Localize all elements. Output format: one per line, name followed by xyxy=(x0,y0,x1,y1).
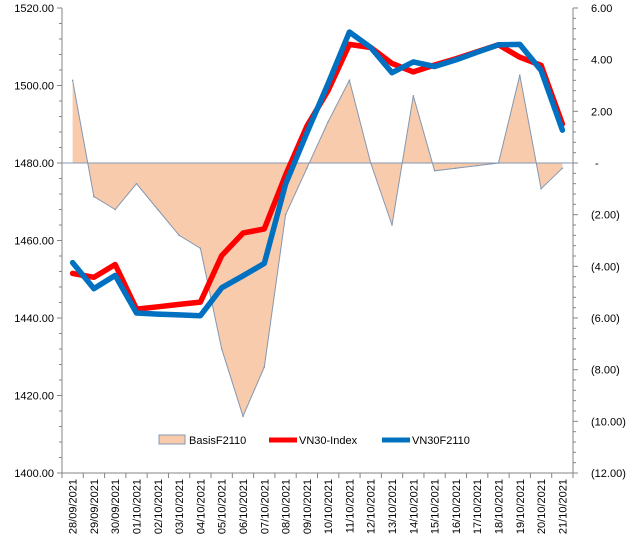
left-tick-label: 1420.00 xyxy=(14,391,54,403)
x-tick-label: 01/10/2021 xyxy=(132,479,144,534)
x-tick-label: 02/10/2021 xyxy=(153,479,165,534)
legend-label-vn30f2110: VN30F2110 xyxy=(412,435,470,447)
basis-point xyxy=(242,415,244,417)
x-tick-label: 03/10/2021 xyxy=(174,479,186,534)
right-tick-label: (2.00) xyxy=(591,210,620,222)
legend: BasisF2110 VN30-Index VN30F2110 xyxy=(158,434,470,447)
basis-point xyxy=(391,224,393,226)
right-tick-label: - xyxy=(595,158,599,170)
x-tick-label: 14/10/2021 xyxy=(408,479,420,534)
left-tick-label: 1480.00 xyxy=(14,158,54,170)
x-tick-label: 04/10/2021 xyxy=(195,479,207,534)
vn30f2110-line xyxy=(69,29,566,319)
right-tick-label: (12.00) xyxy=(591,468,626,480)
basis-point xyxy=(540,188,542,190)
basis-point xyxy=(71,79,74,82)
basis-point xyxy=(306,167,308,169)
basis-outline xyxy=(72,75,563,418)
left-tick-label: 1520.00 xyxy=(14,3,54,15)
x-tick-label: 06/10/2021 xyxy=(238,479,250,534)
basis-point xyxy=(263,366,266,368)
basis-point xyxy=(476,164,478,167)
basis-point xyxy=(135,182,138,185)
right-tick-label: 2.00 xyxy=(591,106,612,118)
right-tick-label: (10.00) xyxy=(591,416,626,428)
axes-layer xyxy=(57,7,578,478)
x-tick-label: 20/10/2021 xyxy=(536,479,548,534)
x-tick-label: 08/10/2021 xyxy=(281,479,293,534)
right-tick-label: 6.00 xyxy=(591,3,612,15)
x-tick-label: 11/10/2021 xyxy=(344,479,356,533)
left-tick-label: 1500.00 xyxy=(14,81,54,93)
x-tick-label: 21/10/2021 xyxy=(557,479,569,534)
right-tick-label: (8.00) xyxy=(591,365,620,377)
basis-point xyxy=(178,234,180,237)
right-tick-label: 4.00 xyxy=(591,55,612,67)
series-lines-layer xyxy=(69,29,566,319)
basis-point xyxy=(433,169,436,172)
x-tick-label: 13/10/2021 xyxy=(387,479,399,534)
basis-point xyxy=(348,79,351,82)
left-tick-label: 1400.00 xyxy=(14,468,54,480)
legend-swatch-basis xyxy=(158,434,186,445)
basis-point xyxy=(412,95,415,97)
x-tick-label: 29/09/2021 xyxy=(89,479,101,534)
basis-area-layer xyxy=(71,74,564,418)
legend-label-vn30-index: VN30-Index xyxy=(299,435,358,447)
x-tick-label: 28/09/2021 xyxy=(68,479,80,534)
x-tick-label: 09/10/2021 xyxy=(302,479,314,534)
legend-label-basis: BasisF2110 xyxy=(189,435,246,447)
tick-labels-layer: 1400.00 1420.00 1440.00 1460.00 1480.00 1500.… xyxy=(14,3,626,534)
basis-point xyxy=(220,348,223,350)
x-tick-label: 12/10/2021 xyxy=(366,479,378,534)
x-tick-label: 10/10/2021 xyxy=(323,479,335,534)
basis-point xyxy=(455,167,457,169)
basis-point xyxy=(561,167,564,169)
x-tick-label: 16/10/2021 xyxy=(451,479,463,534)
basis-point xyxy=(327,120,329,123)
x-tick-label: 15/10/2021 xyxy=(430,479,442,534)
basis-point xyxy=(114,208,117,211)
left-tick-label: 1440.00 xyxy=(14,313,54,325)
x-tick-label: 30/09/2021 xyxy=(110,479,122,534)
x-tick-label: 05/10/2021 xyxy=(217,479,229,534)
x-tick-label: 17/10/2021 xyxy=(472,479,484,534)
basis-point xyxy=(93,195,95,198)
right-tick-label: (6.00) xyxy=(591,313,620,325)
basis-point xyxy=(199,247,202,250)
basis-area xyxy=(72,75,563,417)
left-tick-label: 1460.00 xyxy=(14,236,54,248)
basis-point xyxy=(284,213,287,216)
x-tick-label: 19/10/2021 xyxy=(515,479,527,534)
x-tick-label: 07/10/2021 xyxy=(259,479,271,534)
basis-point xyxy=(518,74,521,76)
x-tick-label: 18/10/2021 xyxy=(493,479,505,534)
basis-point xyxy=(157,208,159,211)
right-tick-label: (4.00) xyxy=(591,261,620,273)
